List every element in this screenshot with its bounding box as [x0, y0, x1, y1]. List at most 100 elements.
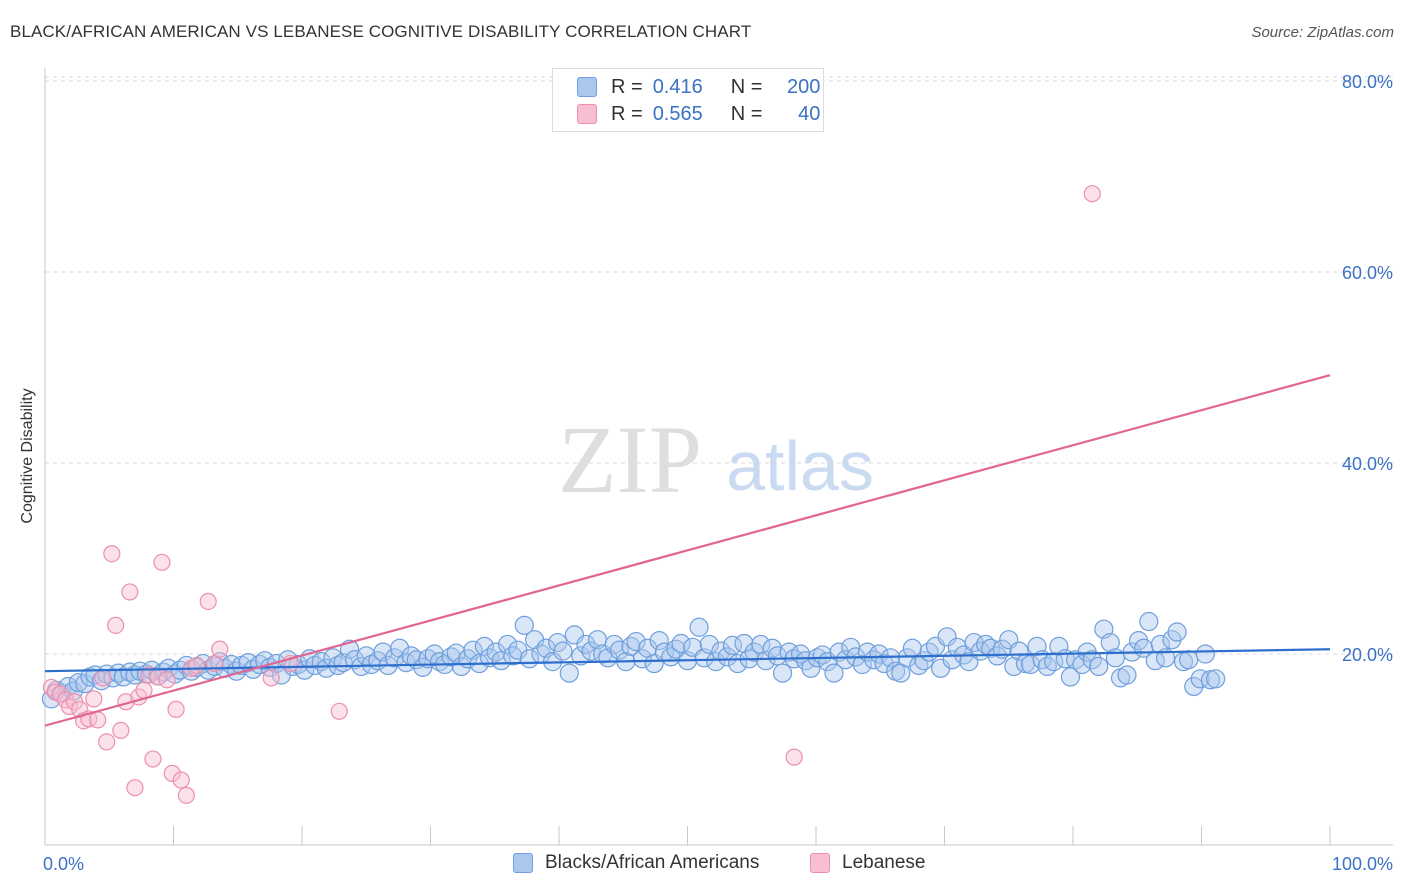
x-tick-label: 0.0%: [43, 854, 84, 874]
legend-swatch-blue: [577, 77, 597, 97]
legend-r-value: 0.565: [652, 102, 703, 125]
point-lebanese: [85, 690, 103, 708]
point-lebanese: [177, 786, 195, 804]
point-blacks: [1072, 654, 1092, 675]
point-lebanese: [188, 656, 206, 675]
x-tick-label: 100.0%: [1332, 854, 1393, 874]
point-blacks: [706, 652, 726, 672]
point-blacks: [756, 651, 776, 671]
point-lebanese: [199, 592, 217, 611]
point-lebanese: [262, 669, 280, 687]
bottom-legend-label-blacks: Blacks/African Americans: [545, 852, 760, 873]
legend-r-value: 0.416: [652, 75, 703, 98]
watermark-atlas: atlas: [726, 427, 874, 505]
source-credit: Source: ZipAtlas.com: [1251, 24, 1394, 41]
point-blacks: [671, 633, 691, 654]
point-blacks: [1155, 648, 1176, 668]
point-blacks: [626, 631, 646, 652]
point-blacks: [390, 638, 410, 658]
point-blacks: [609, 640, 629, 660]
point-blacks: [559, 663, 579, 683]
legend-r-label: R =: [611, 102, 643, 125]
point-blacks: [852, 654, 872, 675]
chart-title: BLACK/AFRICAN AMERICAN VS LEBANESE COGNI…: [10, 22, 752, 41]
point-blacks: [666, 639, 686, 659]
point-lebanese: [211, 640, 229, 658]
point-blacks: [897, 648, 917, 668]
watermark-zip: ZIP: [558, 406, 702, 513]
point-blacks: [937, 627, 957, 647]
legend: R = 0.416 N = 200 R = 0.565 N = 40: [552, 68, 824, 132]
point-blacks: [474, 636, 495, 656]
bottom-legend-label-lebanese: Lebanese: [842, 852, 926, 873]
point-blacks: [1060, 667, 1081, 687]
point-lebanese: [785, 748, 803, 766]
point-blacks: [441, 647, 461, 667]
point-blacks: [553, 641, 573, 661]
point-lebanese: [1083, 185, 1101, 203]
point-lebanese: [107, 616, 125, 634]
point-lebanese: [103, 545, 121, 563]
point-blacks: [581, 641, 601, 661]
bottom-legend-blacks: Blacks/African Americans: [513, 852, 759, 874]
point-blacks: [1020, 654, 1041, 675]
point-blacks: [864, 650, 884, 670]
point-blacks: [632, 649, 653, 669]
point-blacks: [1044, 652, 1064, 672]
point-blacks: [1190, 669, 1210, 689]
point-lebanese: [135, 681, 153, 699]
legend-r-label: R =: [611, 75, 643, 98]
point-lebanese: [330, 702, 348, 720]
bottom-legend-lebanese: Lebanese: [810, 852, 925, 874]
point-lebanese: [94, 669, 112, 687]
point-blacks: [869, 644, 889, 664]
point-blacks: [1184, 676, 1204, 697]
point-blacks: [699, 634, 719, 655]
point-lebanese: [121, 583, 139, 601]
point-blacks: [498, 634, 518, 655]
legend-n-label: N =: [730, 75, 763, 98]
point-blacks: [1179, 650, 1199, 670]
point-blacks: [1195, 644, 1215, 664]
point-blacks: [1089, 656, 1109, 677]
y-tick-label: 60.0%: [1342, 263, 1393, 283]
y-tick-label: 40.0%: [1342, 454, 1393, 474]
legend-swatch-pink: [577, 104, 597, 124]
legend-n-value: 40: [798, 102, 821, 125]
legend-n-label: N =: [730, 102, 763, 125]
legend-n-value: 200: [787, 75, 821, 98]
point-lebanese: [144, 750, 162, 768]
point-blacks: [1117, 665, 1137, 685]
point-blacks: [1206, 669, 1226, 689]
point-lebanese: [172, 771, 190, 789]
point-lebanese: [89, 711, 107, 729]
watermark: ZIP atlas: [558, 406, 874, 513]
point-blacks: [503, 646, 523, 666]
point-blacks: [491, 651, 511, 671]
point-blacks: [1167, 622, 1187, 642]
point-blacks: [429, 652, 450, 672]
point-blacks: [68, 673, 89, 693]
y-tick-label: 20.0%: [1342, 645, 1393, 665]
series-lebanese-points: [42, 185, 1101, 804]
point-blacks: [1139, 611, 1159, 632]
point-blacks: [1105, 648, 1126, 668]
point-blacks: [514, 615, 534, 635]
bottom-legend-swatch-blue: [513, 853, 533, 873]
point-blacks: [649, 631, 669, 651]
point-blacks: [801, 658, 821, 678]
trend-line-lebanese: [44, 374, 1331, 727]
point-blacks: [1100, 632, 1120, 653]
point-lebanese: [153, 553, 171, 571]
point-blacks: [571, 646, 591, 666]
tick-labels: 20.0% 40.0% 60.0% 80.0% 0.0% 100.0%: [43, 72, 1393, 874]
point-blacks: [384, 648, 405, 668]
axes: [44, 68, 1393, 846]
point-blacks: [1004, 656, 1024, 677]
y-tick-label: 80.0%: [1342, 72, 1393, 92]
trend-lines: [44, 374, 1331, 727]
point-lebanese: [158, 671, 176, 689]
gridlines: [45, 76, 1393, 655]
point-lebanese: [163, 764, 181, 782]
